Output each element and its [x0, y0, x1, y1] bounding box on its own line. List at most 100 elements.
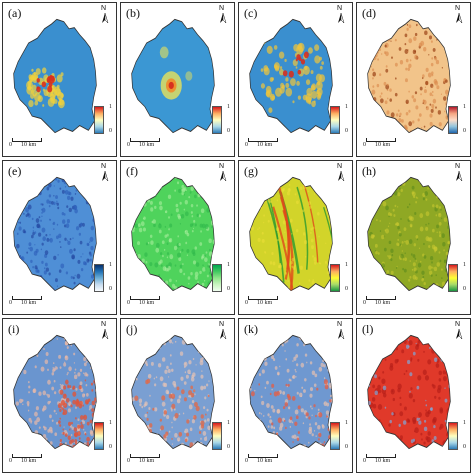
texture-mark — [413, 243, 417, 247]
ridge-mark — [277, 186, 290, 270]
texture-mark — [155, 376, 158, 379]
texture-mark — [372, 22, 376, 27]
texture-mark — [20, 194, 23, 198]
scale-zero-label: 0 — [245, 458, 248, 464]
texture-mark — [294, 421, 298, 426]
texture-mark — [49, 218, 51, 221]
texture-mark — [174, 412, 179, 419]
texture-mark — [164, 225, 167, 228]
texture-mark — [256, 422, 260, 427]
texture-mark — [328, 185, 332, 190]
texture-mark — [83, 190, 87, 194]
texture-mark — [43, 340, 47, 344]
texture-mark — [368, 284, 371, 288]
texture-mark — [180, 213, 185, 219]
texture-mark — [48, 200, 52, 205]
texture-mark — [91, 357, 94, 360]
texture-mark — [444, 28, 448, 33]
texture-mark — [288, 406, 291, 410]
texture-mark — [415, 260, 417, 262]
texture-mark — [70, 196, 74, 201]
texture-mark — [284, 228, 287, 230]
texture-mark — [297, 405, 301, 410]
texture-mark — [247, 378, 248, 380]
texture-mark — [153, 283, 155, 286]
texture-mark — [384, 286, 388, 290]
texture-mark — [47, 368, 49, 372]
texture-mark — [311, 83, 317, 91]
texture-mark — [74, 371, 76, 374]
texture-mark — [204, 338, 206, 342]
texture-mark — [441, 233, 445, 239]
region-map — [249, 176, 333, 292]
map-panel-l: (l) N 1 0 0 10 km — [356, 318, 471, 473]
texture-mark — [36, 223, 41, 229]
texture-mark — [62, 409, 68, 416]
texture-mark — [252, 275, 254, 278]
texture-mark — [195, 181, 198, 186]
texture-mark — [144, 196, 147, 201]
scale-zero-label: 0 — [245, 142, 248, 148]
texture-mark — [70, 404, 73, 408]
texture-mark — [434, 342, 437, 346]
texture-mark — [74, 438, 78, 443]
texture-mark — [311, 370, 316, 376]
texture-mark — [397, 238, 399, 241]
texture-mark — [250, 281, 254, 286]
texture-mark — [280, 443, 283, 448]
texture-mark — [35, 192, 38, 195]
texture-mark — [305, 449, 307, 452]
texture-mark — [423, 282, 426, 286]
texture-mark — [53, 409, 56, 413]
texture-mark — [315, 446, 319, 449]
texture-mark — [147, 445, 150, 449]
texture-mark — [206, 418, 210, 422]
texture-mark — [402, 267, 405, 271]
texture-mark — [258, 441, 261, 445]
texture-mark — [370, 21, 375, 27]
texture-mark — [144, 252, 148, 257]
texture-mark — [29, 432, 33, 438]
texture-mark — [49, 414, 52, 419]
texture-mark — [378, 421, 383, 427]
texture-mark — [319, 449, 320, 451]
texture-mark — [367, 340, 372, 346]
texture-mark — [318, 366, 323, 372]
texture-mark — [376, 198, 380, 204]
color-legend-bar — [212, 106, 222, 134]
texture-mark — [395, 222, 399, 226]
texture-mark — [68, 421, 72, 427]
texture-mark — [271, 287, 275, 291]
texture-mark — [365, 225, 368, 229]
texture-mark — [13, 368, 16, 372]
texture-mark — [278, 443, 282, 448]
texture-mark — [72, 177, 75, 178]
texture-mark — [367, 199, 369, 205]
scale-zero-label: 0 — [127, 142, 130, 148]
texture-mark — [135, 426, 139, 431]
texture-mark — [367, 216, 371, 220]
texture-mark — [21, 186, 25, 192]
texture-mark — [64, 237, 67, 241]
texture-mark — [386, 110, 390, 115]
texture-mark — [296, 391, 299, 395]
texture-mark — [313, 404, 316, 408]
texture-mark — [420, 40, 425, 46]
texture-mark — [415, 105, 419, 110]
texture-mark — [170, 393, 176, 400]
texture-mark — [69, 428, 71, 431]
texture-mark — [324, 345, 329, 350]
texture-mark — [68, 403, 71, 406]
texture-mark — [444, 38, 447, 42]
texture-mark — [411, 191, 416, 197]
texture-mark — [432, 47, 436, 52]
texture-mark — [71, 339, 75, 344]
texture-mark — [277, 441, 280, 444]
texture-mark — [370, 234, 374, 239]
texture-mark — [380, 92, 383, 95]
texture-mark — [18, 226, 22, 231]
texture-mark — [365, 108, 367, 111]
north-label: N — [219, 5, 225, 12]
texture-mark — [382, 201, 387, 207]
